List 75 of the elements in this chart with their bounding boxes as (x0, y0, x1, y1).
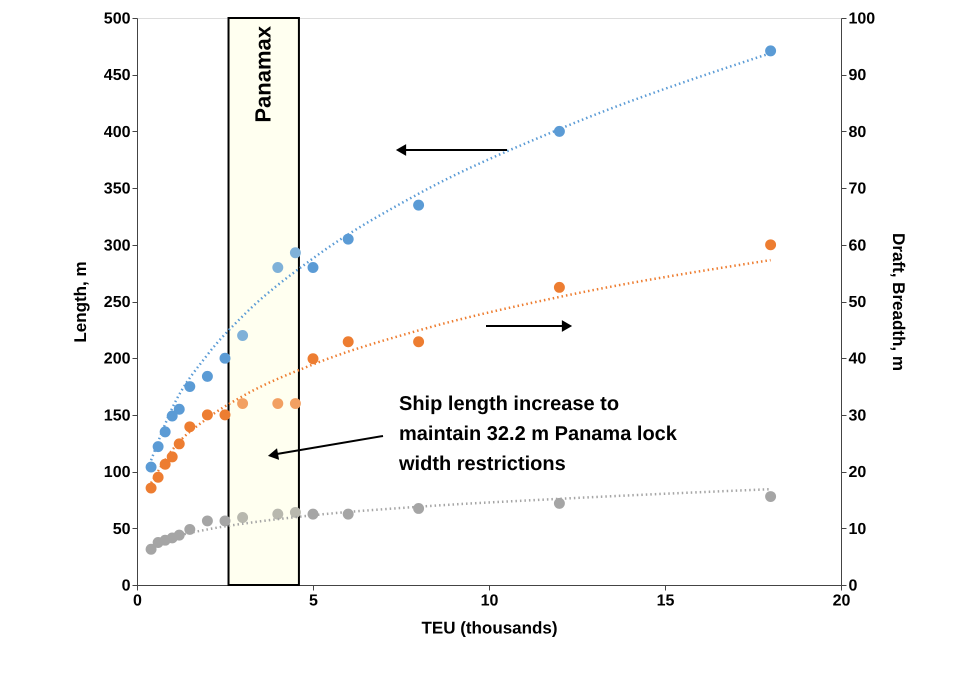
y-tick-label: 450 (104, 67, 131, 84)
point (237, 398, 248, 410)
y-tick-label: 150 (104, 407, 131, 424)
y-tick-label: 0 (122, 578, 131, 594)
y2-tick-label: 90 (848, 67, 866, 84)
point (146, 544, 157, 555)
point (174, 404, 185, 415)
y-axis-title: Length, m (70, 261, 90, 343)
y-tick-label: 500 (104, 10, 131, 28)
x-tick-label: 15 (656, 592, 674, 610)
point (146, 482, 157, 494)
x-tick-label: 0 (133, 592, 142, 610)
point (202, 515, 213, 526)
y2-tick-label: 80 (848, 124, 866, 141)
y2-axis-title: Draft, Breadth, m (889, 233, 908, 371)
point (160, 426, 171, 438)
x-tick-label: 20 (832, 592, 850, 610)
point (152, 441, 164, 452)
point (152, 472, 164, 483)
point (146, 462, 157, 473)
y2-tick-label: 40 (848, 350, 866, 368)
y-tick-label: 200 (104, 350, 131, 368)
point (290, 247, 301, 258)
x-axis-title: TEU (thousands) (422, 618, 558, 638)
point (166, 451, 178, 462)
point (765, 239, 776, 250)
point (554, 126, 565, 137)
y-tick-label: 350 (104, 180, 131, 198)
band-label: Panamax (250, 25, 276, 123)
point (308, 262, 318, 273)
y-tick-label: 250 (104, 294, 131, 311)
point (765, 45, 776, 56)
point (174, 438, 185, 450)
annotation: Ship length increase to maintain 32.2 m Panama lock width restrictions (398, 393, 678, 475)
point (308, 353, 318, 364)
point (308, 508, 318, 520)
point (174, 530, 185, 541)
y2-tick-label: 20 (848, 464, 866, 482)
point (290, 506, 301, 518)
point (237, 330, 248, 341)
point (290, 398, 301, 410)
y-tick-label: 50 (112, 520, 131, 538)
point (202, 370, 213, 382)
point (413, 502, 424, 514)
y2-tick-label: 50 (848, 294, 866, 311)
point (184, 421, 196, 432)
y2-tick-label: 30 (848, 407, 866, 424)
point (272, 398, 284, 410)
point (220, 409, 230, 420)
point (554, 498, 565, 509)
y-tick-label: 100 (104, 464, 131, 482)
point (220, 352, 230, 364)
point (342, 234, 354, 245)
point (237, 512, 248, 523)
point (202, 409, 213, 420)
y2-tick-label: 10 (848, 520, 866, 538)
point (184, 524, 196, 535)
x-tick-label: 10 (480, 592, 498, 610)
y-tick-label: 400 (104, 124, 131, 141)
point (342, 336, 354, 348)
y2-tick-label: 100 (848, 10, 876, 28)
point (413, 200, 424, 211)
point (272, 262, 284, 273)
point (220, 515, 230, 526)
point (184, 381, 196, 392)
y2-tick-label: 60 (848, 237, 866, 254)
y2-tick-label: 0 (848, 578, 858, 594)
point (765, 491, 776, 502)
point (342, 508, 354, 520)
point (272, 508, 284, 520)
point (554, 282, 565, 293)
y2-tick-label: 70 (848, 180, 866, 198)
x-tick-label: 5 (309, 592, 318, 610)
point (413, 336, 424, 348)
y-tick-label: 300 (104, 237, 131, 254)
